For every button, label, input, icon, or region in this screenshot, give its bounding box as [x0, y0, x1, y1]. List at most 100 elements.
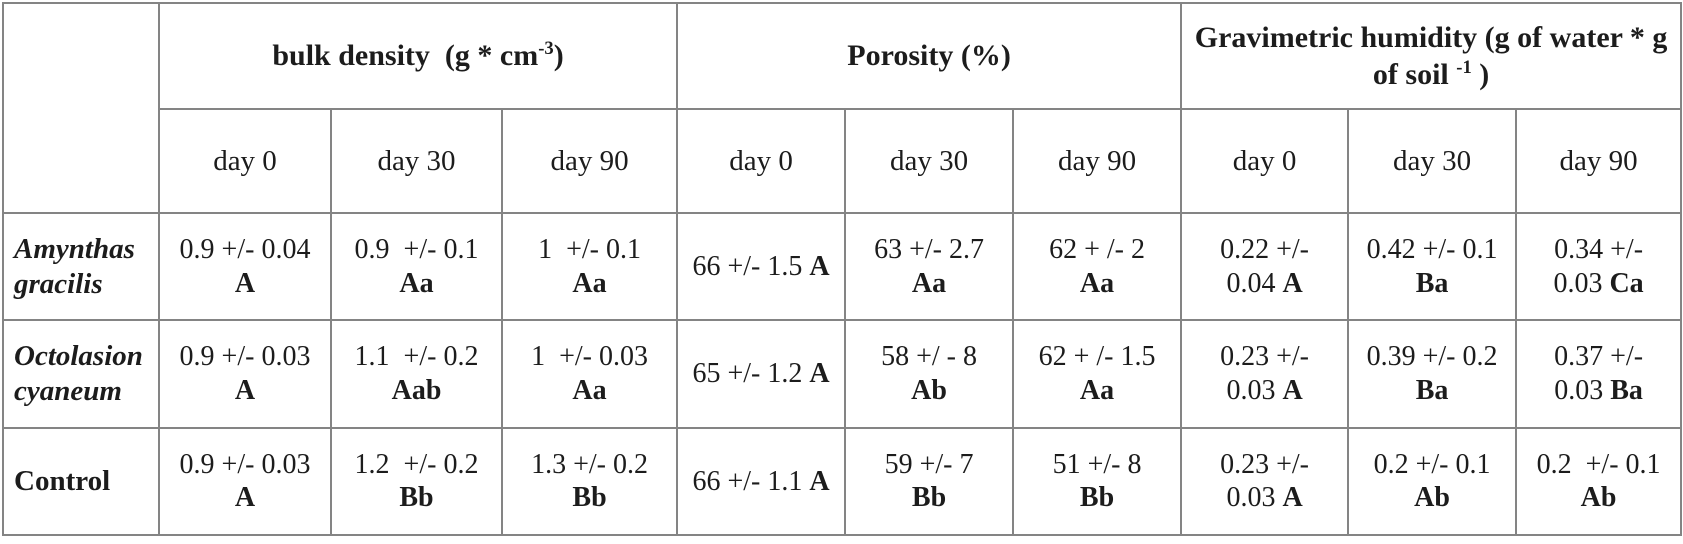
- day-header-porosity-day0: day 0: [676, 108, 847, 214]
- day-header-humidity-day0: day 0: [1180, 108, 1350, 214]
- stat-letters: A: [234, 374, 256, 406]
- table-cell-control-col4: 59 +/- 7 Bb: [844, 426, 1015, 537]
- stat-letters: Bb: [1079, 482, 1115, 514]
- row-label-text: Control: [14, 464, 111, 497]
- cell-text: 66 +/- 1.1: [692, 465, 810, 497]
- cell-text: 51 +/- 8: [1052, 448, 1142, 480]
- row-label-control: Control: [2, 426, 160, 537]
- stat-letters: Aa: [399, 267, 434, 299]
- superscript-text: -3: [538, 38, 554, 60]
- cell-text: Gravimetric humidity (g of water * g: [1194, 20, 1668, 54]
- table-cell-octolasion-cyaneum-col7: 0.39 +/- 0.2 Ba: [1347, 319, 1518, 429]
- day-header-porosity-day90: day 90: [1012, 108, 1183, 214]
- table-cell-octolasion-cyaneum-col8: 0.37 +/- 0.03 Ba: [1515, 319, 1683, 429]
- stat-letters: Aab: [391, 374, 442, 406]
- table-cell-octolasion-cyaneum-col3: 65 +/- 1.2 A: [676, 319, 847, 429]
- stat-letters: Aa: [911, 267, 947, 299]
- cell-text: 0.04: [1226, 267, 1283, 299]
- table-cell-amynthas-gracilis-col5: 62 + /- 2 Aa: [1012, 211, 1183, 322]
- stat-letters: A: [809, 250, 830, 282]
- cell-text: 0.03: [1553, 267, 1610, 299]
- table-cell-octolasion-cyaneum-col4: 58 +/ - 8 Ab: [844, 319, 1015, 429]
- cell-text: 1.3 +/- 0.2: [531, 448, 648, 480]
- cell-text: 0.03: [1226, 482, 1283, 514]
- row-label-text: Amynthas: [14, 232, 135, 265]
- table-cell-control-col1: 1.2 +/- 0.2 Bb: [330, 426, 503, 537]
- table-cell-octolasion-cyaneum-col0: 0.9 +/- 0.03 A: [158, 319, 332, 429]
- stat-letters: Aa: [1079, 267, 1115, 299]
- stat-letters: Bb: [399, 482, 434, 514]
- table-cell-amynthas-gracilis-col4: 63 +/- 2.7 Aa: [844, 211, 1015, 322]
- cell-text: 58 +/ - 8: [881, 341, 977, 373]
- col-group-bulk-density: bulk density (g * cm-3): [157, 2, 679, 110]
- cell-text: 62 + /- 1.5: [1038, 341, 1156, 373]
- table-cell-amynthas-gracilis-col0: 0.9 +/- 0.04 A: [158, 211, 332, 322]
- table-row-control: Control 0.9 +/- 0.03 A 1.2 +/- 0.2 Bb 1.3 +/-…: [2, 426, 1683, 537]
- row-label-text: Octolasion: [14, 340, 143, 373]
- table-cell-amynthas-gracilis-col8: 0.34 +/- 0.03 Ca: [1515, 211, 1683, 322]
- stat-letters: Ba: [1415, 267, 1449, 299]
- cell-text: Porosity (%): [847, 39, 1011, 73]
- cell-text: 0.03: [1226, 374, 1283, 406]
- cell-text: ): [553, 39, 564, 73]
- cell-text: 0.9 +/- 0.04: [179, 234, 311, 266]
- cell-text: 0.42 +/- 0.1: [1366, 234, 1498, 266]
- corner-cell: [2, 2, 160, 214]
- stat-letters: A: [1282, 267, 1303, 299]
- stat-letters: A: [234, 267, 256, 299]
- stat-letters: Ba: [1610, 374, 1643, 406]
- table-cell-octolasion-cyaneum-col5: 62 + /- 1.5 Aa: [1012, 319, 1183, 429]
- row-label-amynthas-gracilis: Amynthas gracilis: [2, 211, 160, 322]
- table-body: Amynthas gracilis 0.9 +/- 0.04 A 0.9 +/- 0.1…: [2, 211, 1683, 537]
- day-header-bulk-day90: day 90: [500, 108, 679, 214]
- cell-text: 0.9 +/- 0.03: [179, 448, 311, 480]
- cell-text: 65 +/- 1.2: [692, 358, 810, 390]
- stat-letters: Ca: [1609, 267, 1644, 299]
- table-cell-control-col5: 51 +/- 8 Bb: [1012, 426, 1183, 537]
- cell-text: 0.37 +/-: [1554, 341, 1644, 373]
- table-row-octolasion-cyaneum: Octolasion cyaneum 0.9 +/- 0.03 A 1.1 +/- 0.…: [2, 319, 1683, 429]
- cell-text: 1 +/- 0.03: [531, 341, 648, 373]
- table-cell-amynthas-gracilis-col1: 0.9 +/- 0.1 Aa: [330, 211, 503, 322]
- table-cell-control-col0: 0.9 +/- 0.03 A: [158, 426, 332, 537]
- stat-letters: Bb: [572, 482, 607, 514]
- cell-text: 0.9 +/- 0.1: [354, 234, 479, 266]
- cell-text: 0.39 +/- 0.2: [1366, 341, 1498, 373]
- table-cell-control-col3: 66 +/- 1.1 A: [676, 426, 847, 537]
- stat-letters: A: [1282, 482, 1303, 514]
- row-label-octolasion-cyaneum: Octolasion cyaneum: [2, 319, 160, 429]
- stat-letters: Bb: [911, 482, 947, 514]
- stat-letters: Ab: [1580, 482, 1617, 514]
- group-header-row: bulk density (g * cm-3) Porosity (%) Gra…: [2, 2, 1683, 214]
- stat-letters: A: [234, 482, 256, 514]
- row-label-text: cyaneum: [14, 374, 122, 407]
- table-cell-amynthas-gracilis-col2: 1 +/- 0.1 Aa: [500, 211, 679, 322]
- day-header-bulk-day0: day 0: [158, 108, 332, 214]
- row-label-text: gracilis: [14, 267, 103, 300]
- stat-letters: Ab: [1414, 482, 1450, 514]
- cell-text: 0.34 +/-: [1554, 234, 1644, 266]
- cell-text: 59 +/- 7: [884, 448, 974, 480]
- cell-text: 0.2 +/- 0.1: [1536, 448, 1661, 480]
- cell-text: 0.23 +/-: [1220, 341, 1310, 373]
- stat-letters: A: [1282, 374, 1303, 406]
- stat-letters: Ba: [1415, 374, 1449, 406]
- stat-letters: A: [809, 465, 830, 497]
- day-header-porosity-day30: day 30: [844, 108, 1015, 214]
- cell-text: bulk density (g * cm: [272, 39, 539, 73]
- day-header-bulk-day30: day 30: [330, 108, 503, 214]
- table-cell-control-col8: 0.2 +/- 0.1 Ab: [1515, 426, 1683, 537]
- stat-letters: Aa: [572, 374, 607, 406]
- cell-text: 0.22 +/-: [1220, 234, 1310, 266]
- day-header-row: day 0 day 30 day 90 day 0 day 30 day 90 …: [3, 108, 1683, 214]
- stat-letters: Ab: [911, 374, 947, 406]
- cell-text: 1.1 +/- 0.2: [354, 341, 479, 373]
- superscript-text: -1: [1456, 57, 1472, 78]
- table-cell-control-col6: 0.23 +/- 0.03 A: [1180, 426, 1350, 537]
- day-header-humidity-day90: day 90: [1515, 108, 1683, 214]
- cell-text: 0.23 +/-: [1220, 448, 1310, 480]
- table-cell-amynthas-gracilis-col7: 0.42 +/- 0.1 Ba: [1347, 211, 1518, 322]
- table-header: bulk density (g * cm-3) Porosity (%) Gra…: [2, 2, 1683, 214]
